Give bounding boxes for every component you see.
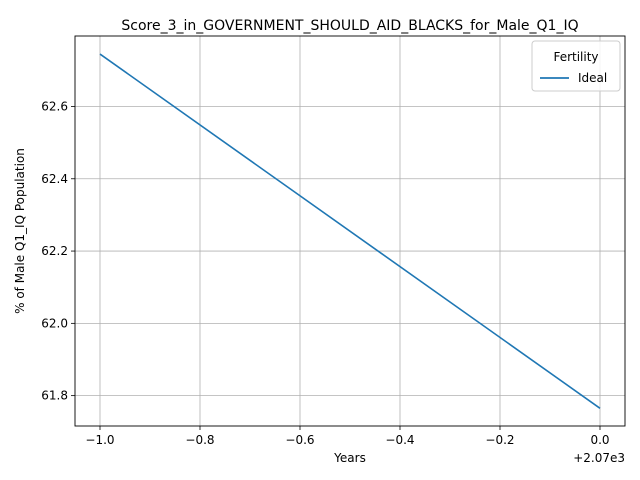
series-line-ideal bbox=[99, 53, 601, 409]
x-axis: −1.0 −0.8 −0.6 −0.4 −0.2 0.0 bbox=[85, 426, 610, 447]
y-tick-label: 62.4 bbox=[41, 172, 68, 186]
series-layer bbox=[99, 53, 601, 409]
y-tick-label: 62.6 bbox=[41, 99, 68, 113]
legend: Fertility Ideal bbox=[531, 40, 621, 92]
x-tick-label: −1.0 bbox=[85, 433, 114, 447]
y-tick-label: 61.8 bbox=[41, 389, 68, 403]
x-tick-label: −0.4 bbox=[385, 433, 414, 447]
legend-title: Fertility bbox=[553, 50, 598, 64]
y-tick-label: 62.2 bbox=[41, 244, 68, 258]
y-axis: 61.8 62.0 62.2 62.4 62.6 bbox=[41, 99, 75, 403]
x-axis-label: Years bbox=[333, 451, 366, 465]
chart-title: Score_3_in_GOVERNMENT_SHOULD_AID_BLACKS_… bbox=[121, 18, 578, 34]
x-tick-label: −0.8 bbox=[185, 433, 214, 447]
x-tick-label: −0.2 bbox=[485, 433, 514, 447]
y-axis-label: % of Male Q1_IQ Population bbox=[13, 148, 27, 314]
grid bbox=[75, 36, 625, 426]
y-tick-label: 62.0 bbox=[41, 316, 68, 330]
legend-entry-ideal: Ideal bbox=[578, 71, 607, 85]
x-tick-label: −0.6 bbox=[285, 433, 314, 447]
x-tick-label: 0.0 bbox=[590, 433, 609, 447]
plot-frame bbox=[74, 35, 626, 427]
x-axis-offset-label: +2.07e3 bbox=[573, 451, 625, 465]
